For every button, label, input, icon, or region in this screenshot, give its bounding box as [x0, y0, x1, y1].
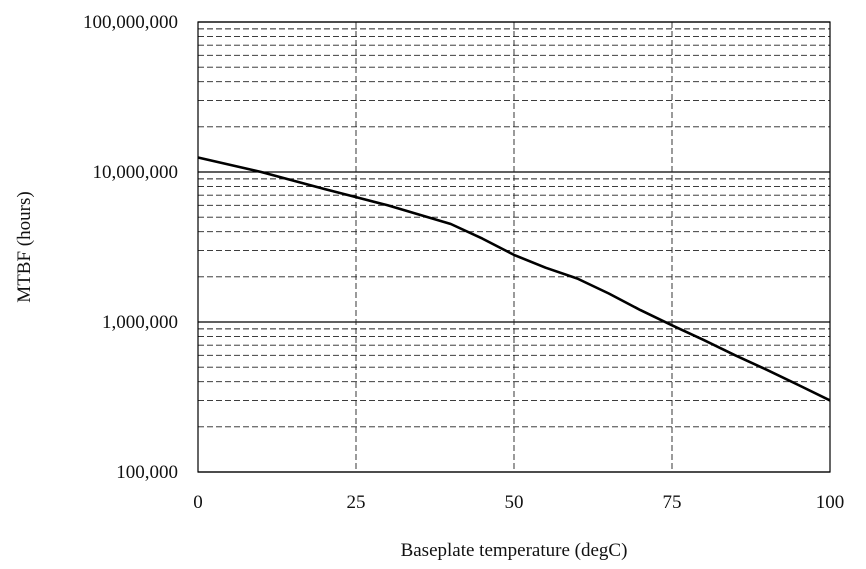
series-layer: [197, 156, 831, 402]
y-tick-label: 1,000,000: [102, 312, 178, 333]
major-gridlines: [198, 21, 830, 473]
y-tick-labels: 100,000 1,000,000 10,000,000 100,000,000: [83, 12, 178, 483]
plot-area-frame: [197, 21, 831, 473]
y-tick-label: 100,000,000: [83, 12, 178, 33]
series-line-mtbf: [197, 156, 831, 402]
x-tick-label: 0: [193, 492, 203, 513]
x-tick-labels: 0 25 50 75 100: [193, 492, 844, 513]
x-tick-label: 100: [816, 492, 845, 513]
x-tick-label: 25: [347, 492, 366, 513]
x-tick-label: 50: [505, 492, 524, 513]
y-tick-label: 10,000,000: [93, 162, 179, 183]
x-tick-label: 75: [663, 492, 682, 513]
x-axis-title: Baseplate temperature (degC): [401, 540, 628, 561]
y-tick-label: 100,000: [116, 462, 178, 483]
y-axis-title: MTBF (hours): [14, 191, 35, 302]
